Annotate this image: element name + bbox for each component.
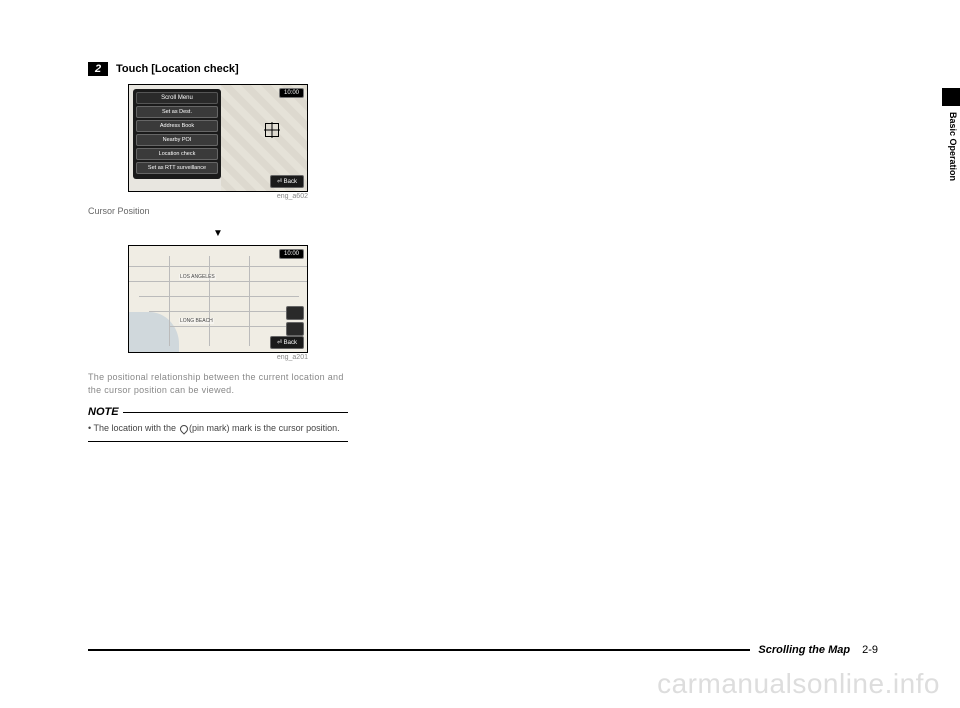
image-id: eng_a201 [128,354,308,361]
menu-item: Set as Dest. [136,106,218,118]
menu-title: Scroll Menu [136,92,218,104]
note-prefix: • The location with the [88,423,179,433]
clock-badge: 10:00 [279,88,304,98]
note-body: • The location with the (pin mark) mark … [88,422,348,435]
menu-item: Address Book [136,120,218,132]
step-header: 2 Touch [Location check] [88,62,878,76]
back-button: ⏎ Back [270,336,304,349]
menu-item: Nearby POI [136,134,218,146]
map-control-icon [286,322,304,336]
map-control-icon [286,306,304,320]
cursor-target-icon [265,123,279,137]
footer-divider [88,649,750,651]
footer-page-number: 2-9 [862,644,878,656]
screenshot-scroll-menu: Scroll Menu Set as Dest. Address Book Ne… [128,84,308,192]
watermark: carmanualsonline.info [657,668,940,700]
step-number: 2 [88,62,108,76]
page-content: 2 Touch [Location check] Scroll Menu Set… [88,62,878,642]
pin-icon [179,425,187,433]
note-bottom-divider [88,441,348,442]
step-title: Touch [Location check] [116,63,239,75]
screenshot-map-view: LOS ANGELES LONG BEACH 10:00 ⏎ Back [128,245,308,353]
note-header: NOTE [88,406,348,418]
menu-item: Location check [136,148,218,160]
note-title: NOTE [88,406,119,418]
cursor-position-label: Cursor Position [88,206,150,216]
note-suffix: (pin mark) mark is the cursor position. [187,423,340,433]
arrow-down-icon: ▼ [128,228,308,239]
back-button: ⏎ Back [270,175,304,188]
clock-badge: 10:00 [279,249,304,259]
page-footer: Scrolling the Map 2-9 [88,644,878,656]
footer-section: Scrolling the Map [758,644,850,656]
side-tab-label: Basic Operation [948,112,958,181]
menu-item: Set as RTT surveillance [136,162,218,174]
map-side-controls [286,306,304,338]
side-tab-marker [942,88,960,106]
map-label: LONG BEACH [179,318,214,324]
description-text: The positional relationship between the … [88,371,348,396]
image-id: eng_a602 [128,193,308,200]
scroll-menu-panel: Scroll Menu Set as Dest. Address Book Ne… [133,89,221,179]
map-label: LOS ANGELES [179,274,216,280]
note-divider [123,412,348,413]
